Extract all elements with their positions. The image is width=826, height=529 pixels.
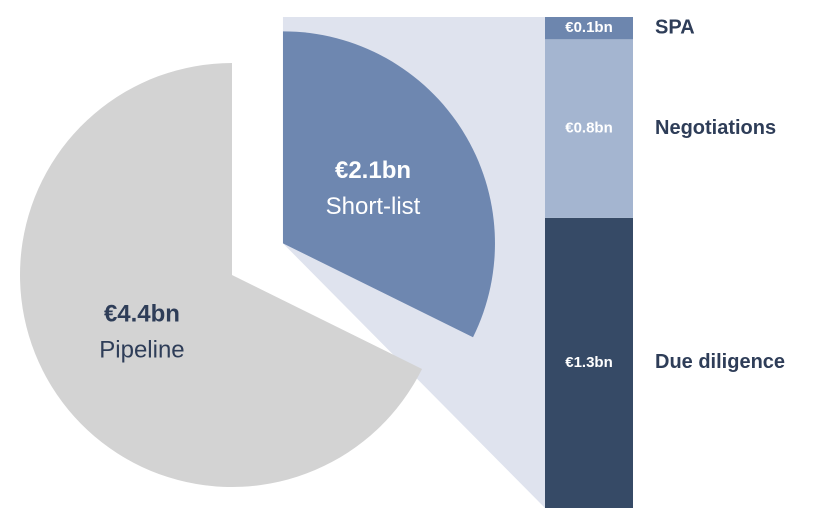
legend-label: SPA	[655, 16, 695, 38]
bar-segment	[545, 217, 633, 508]
bar-segment	[545, 17, 633, 40]
pie-slice	[20, 63, 423, 488]
bar-segment	[545, 39, 633, 218]
bar-value-label: €0.1bn	[565, 19, 613, 36]
pie-slice	[282, 31, 495, 338]
slice-label: Short-list	[326, 193, 421, 220]
slice-value-label: €4.4bn	[104, 300, 180, 327]
bar-value-label: €1.3bn	[565, 354, 613, 371]
legend-label: Due diligence	[655, 351, 785, 373]
legend-label: Negotiations	[655, 117, 776, 139]
slice-value-label: €2.1bn	[335, 157, 411, 184]
slice-label: Pipeline	[99, 336, 184, 363]
bar-value-label: €0.8bn	[565, 120, 613, 137]
